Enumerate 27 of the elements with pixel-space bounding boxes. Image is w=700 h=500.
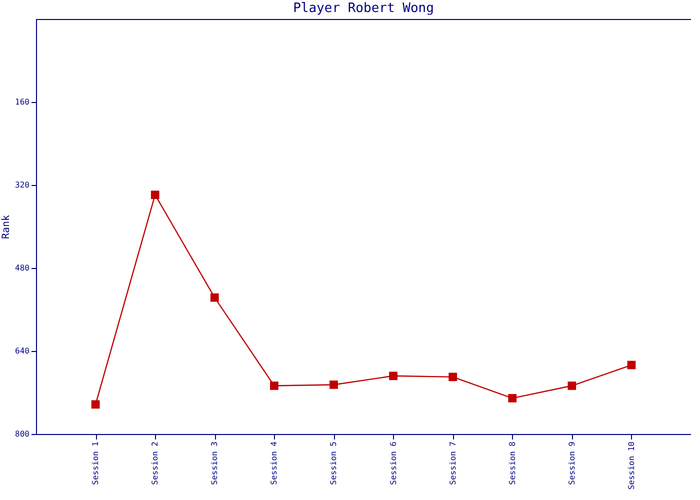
x-tick-label: Session 8: [508, 441, 517, 485]
x-tick-label: Session 4: [270, 441, 279, 485]
point: [270, 382, 278, 390]
chart-title: Player Robert Wong: [293, 1, 434, 16]
y-tick-label: 480: [15, 264, 30, 272]
y-tick-label: 640: [15, 346, 30, 356]
point: [627, 360, 636, 370]
point: [389, 372, 398, 380]
x-tick-label: Session 1: [91, 441, 100, 485]
x-tick-label: Session 7: [448, 441, 458, 485]
point: [91, 400, 100, 409]
x-tick-label: Session 5: [329, 441, 338, 485]
point: [150, 190, 160, 200]
point: [330, 380, 338, 389]
point: [210, 293, 219, 302]
y-axis-title: Rank: [1, 214, 12, 240]
point: [448, 372, 457, 382]
y-tick-label: 800: [15, 430, 30, 438]
x-tick-label: Session 6: [388, 441, 398, 485]
point: [568, 382, 576, 390]
x-tick-label: Session 10: [626, 441, 636, 490]
x-tick-label: Session 9: [567, 441, 576, 485]
y-tick-label: 320: [15, 180, 30, 190]
point: [508, 394, 517, 402]
x-tick-label: Session 2: [150, 441, 160, 485]
x-tick-label: Session 3: [210, 441, 220, 485]
y-tick-label: 160: [15, 98, 30, 106]
